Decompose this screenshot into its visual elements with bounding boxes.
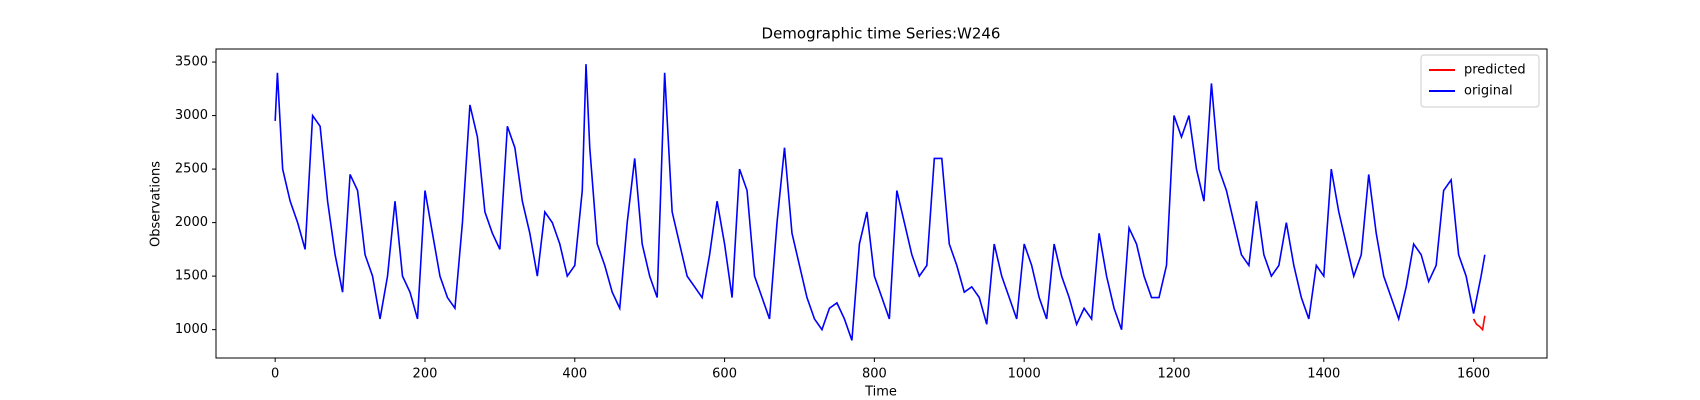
y-tick-label: 1000	[175, 322, 208, 337]
x-tick-label: 0	[271, 367, 279, 382]
x-tick-label: 1000	[1008, 367, 1041, 382]
y-axis-label: Observations	[149, 161, 164, 247]
x-tick-label: 400	[562, 367, 587, 382]
y-tick-label: 1500	[175, 269, 208, 284]
x-tick-label: 600	[712, 367, 737, 382]
x-axis-label: Time	[864, 385, 897, 400]
x-tick-label: 800	[862, 367, 887, 382]
legend-label: original	[1464, 84, 1513, 99]
y-tick-label: 3500	[175, 55, 208, 70]
x-tick-label: 1600	[1457, 367, 1490, 382]
y-tick-label: 2500	[175, 162, 208, 177]
x-tick-label: 200	[413, 367, 438, 382]
x-tick-label: 1200	[1157, 367, 1190, 382]
line-series	[1472, 315, 1486, 332]
x-tick-label: 1400	[1307, 367, 1340, 382]
chart-title: Demographic time Series:W246	[762, 25, 1001, 43]
legend-label: predicted	[1464, 63, 1526, 78]
legend-box	[1420, 54, 1540, 108]
plot-frame	[215, 48, 1548, 359]
y-tick-label: 3000	[175, 108, 208, 123]
y-tick-label: 2000	[175, 215, 208, 230]
line-series	[274, 64, 1486, 341]
